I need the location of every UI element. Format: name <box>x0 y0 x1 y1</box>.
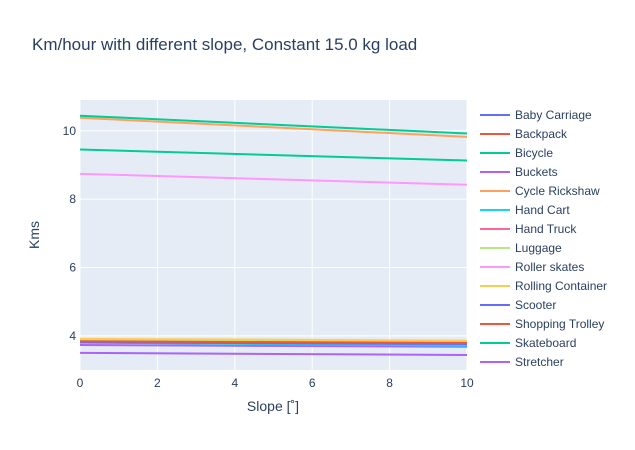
legend-label: Rolling Container <box>515 279 607 293</box>
x-tick-label: 2 <box>154 376 161 390</box>
legend-label: Stretcher <box>515 355 564 369</box>
series-line <box>80 341 467 346</box>
legend-item[interactable]: Stretcher <box>480 355 564 369</box>
series-line <box>80 116 467 138</box>
legend-label: Luggage <box>515 241 562 255</box>
x-tick-label: 8 <box>386 376 393 390</box>
y-tick-label: 10 <box>63 124 77 138</box>
legend-item[interactable]: Skateboard <box>480 336 576 350</box>
y-tick-label: 6 <box>69 260 76 274</box>
series-line <box>80 172 467 186</box>
series-line <box>80 351 467 356</box>
legend-item[interactable]: Buckets <box>480 165 558 179</box>
legend-item[interactable]: Rolling Container <box>480 279 607 293</box>
legend-label: Roller skates <box>515 260 584 274</box>
legend-label: Cycle Rickshaw <box>515 184 600 198</box>
series-line <box>80 337 467 342</box>
y-axis-ticks: 4 6 8 10 <box>63 124 77 343</box>
x-tick-label: 0 <box>77 376 84 390</box>
legend-item[interactable]: Bicycle <box>480 146 553 160</box>
chart-title: Km/hour with different slope, Constant 1… <box>32 35 417 54</box>
legend-label: Backpack <box>515 127 568 141</box>
y-tick-label: 8 <box>69 192 76 206</box>
series-line <box>80 340 467 344</box>
series-lines <box>80 114 467 356</box>
legend-label: Scooter <box>515 298 556 312</box>
legend-label: Bicycle <box>515 146 553 160</box>
legend-item[interactable]: Cycle Rickshaw <box>480 184 600 198</box>
legend-item[interactable]: Hand Truck <box>480 222 577 236</box>
y-tick-label: 4 <box>69 329 76 343</box>
x-axis-title: Slope [˚] <box>247 398 299 414</box>
legend-item[interactable]: Roller skates <box>480 260 584 274</box>
legend-label: Skateboard <box>515 336 576 350</box>
legend-label: Shopping Trolley <box>515 317 604 331</box>
legend-item[interactable]: Baby Carriage <box>480 108 592 122</box>
legend-label: Hand Cart <box>515 203 570 217</box>
x-tick-label: 4 <box>231 376 238 390</box>
legend-item[interactable]: Shopping Trolley <box>480 317 604 331</box>
x-tick-label: 10 <box>460 376 474 390</box>
legend-label: Hand Truck <box>515 222 577 236</box>
x-tick-label: 6 <box>309 376 316 390</box>
legend-item[interactable]: Hand Cart <box>480 203 570 217</box>
legend-item[interactable]: Luggage <box>480 241 562 255</box>
legend[interactable]: Baby Carriage Backpack Bicycle Buckets Cycle… <box>480 108 607 369</box>
legend-label: Buckets <box>515 165 558 179</box>
y-axis-title: Kms <box>26 221 42 249</box>
plot-area <box>80 100 467 370</box>
legend-item[interactable]: Scooter <box>480 298 556 312</box>
legend-label: Baby Carriage <box>515 108 592 122</box>
legend-item[interactable]: Backpack <box>480 127 568 141</box>
x-axis-ticks: 0 2 4 6 8 10 <box>77 376 474 390</box>
series-line <box>80 148 467 162</box>
series-line <box>80 114 467 135</box>
series-line <box>80 344 467 348</box>
